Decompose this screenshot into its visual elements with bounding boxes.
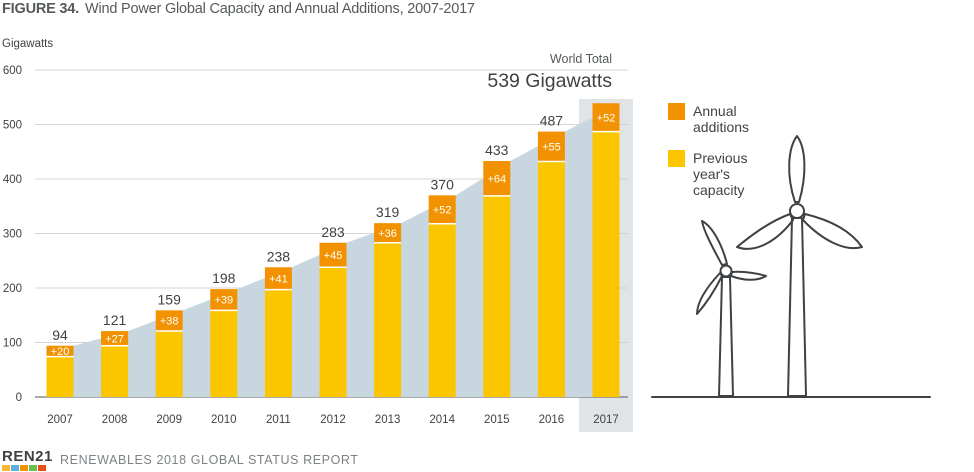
addition-label: +20: [51, 346, 70, 358]
addition-label: +55: [542, 142, 561, 154]
x-tick-label: 2013: [375, 414, 401, 426]
ren21-logo: REN21: [2, 448, 53, 465]
bar-previous-capacity: [483, 195, 511, 397]
bar-previous-capacity: [374, 242, 402, 397]
world-total-label: World Total: [550, 52, 612, 66]
x-tick-label: 2007: [47, 414, 73, 426]
bar-annual-addition: [483, 161, 511, 196]
y-tick-label: 400: [3, 174, 22, 186]
figure-number: FIGURE 34.: [2, 1, 79, 17]
y-tick-label: 500: [3, 120, 22, 132]
turbine-blade: [788, 135, 806, 203]
addition-label: +36: [378, 228, 397, 240]
y-tick-label: 200: [3, 283, 22, 295]
ren21-logo-icons: [2, 465, 46, 471]
turbine-hub: [789, 203, 805, 219]
legend-label: additions: [693, 119, 749, 135]
footer: REN21 RENEWABLES 2018 GLOBAL STATUS REPO…: [0, 448, 974, 472]
bar-previous-capacity: [592, 131, 620, 397]
addition-label: +39: [214, 295, 233, 307]
turbine-blade: [696, 272, 723, 315]
turbine-blade: [802, 213, 863, 250]
turbine-tower: [718, 276, 734, 397]
x-tick-label: 2011: [266, 414, 291, 426]
total-label: 487: [540, 113, 564, 129]
addition-label: +27: [105, 333, 124, 345]
bar-annual-addition: [428, 195, 456, 224]
legend-label: Previous: [693, 150, 747, 166]
bar-annual-addition: [592, 103, 620, 132]
addition-label: +41: [269, 273, 288, 285]
bar-previous-capacity: [537, 161, 565, 397]
legend-label: year's: [693, 166, 730, 182]
world-total-value: 539 Gigawatts: [487, 70, 612, 92]
turbine-blade: [730, 270, 767, 281]
total-label: 94: [52, 327, 68, 343]
total-label: 198: [212, 270, 236, 286]
addition-label: +38: [160, 316, 179, 328]
legend-label: Annual: [693, 103, 737, 119]
y-tick-label: 600: [3, 65, 22, 77]
total-label: 370: [431, 176, 455, 192]
chart: 0 100 200 300 400 500 600 Gigawatts +20 94 2007 +27…: [2, 38, 931, 432]
total-label: 319: [376, 204, 400, 220]
y-tick-label: 100: [3, 338, 22, 350]
bar-annual-addition: [319, 242, 347, 268]
x-tick-label: 2008: [102, 414, 128, 426]
x-tick-label: 2017: [593, 414, 619, 426]
figure-title-text: Wind Power Global Capacity and Annual Ad…: [84, 1, 475, 17]
x-tick-label: 2014: [429, 414, 455, 426]
turbine-hub: [719, 264, 733, 278]
bar-annual-addition: [155, 310, 183, 332]
bar-annual-addition: [264, 267, 292, 290]
legend-label: capacity: [693, 182, 744, 198]
bar-previous-capacity: [264, 289, 292, 397]
bar-previous-capacity: [46, 356, 74, 397]
bar-annual-addition: [374, 223, 402, 243]
y-tick-label: 300: [3, 229, 22, 241]
bar-annual-addition: [101, 331, 129, 346]
x-tick-label: 2016: [539, 414, 565, 426]
addition-label: +52: [597, 112, 616, 124]
bar-annual-addition: [210, 289, 238, 311]
turbine-blade: [701, 220, 728, 266]
total-label: 283: [321, 224, 345, 240]
turbine-blade: [736, 213, 794, 250]
bar-previous-capacity: [319, 267, 347, 397]
legend-swatch: [668, 103, 685, 120]
x-tick-label: 2012: [320, 414, 346, 426]
report-name: RENEWABLES 2018 GLOBAL STATUS REPORT: [60, 453, 359, 467]
total-label: 159: [158, 291, 182, 307]
wind-turbine-icon: [651, 135, 931, 398]
turbine-tower: [787, 217, 807, 397]
addition-label: +52: [433, 205, 452, 217]
bar-previous-capacity: [101, 345, 129, 397]
x-tick-label: 2009: [156, 414, 182, 426]
total-label: 121: [103, 312, 127, 328]
x-tick-label: 2015: [484, 414, 510, 426]
total-label: 433: [485, 142, 509, 158]
y-axis-label: Gigawatts: [2, 38, 53, 50]
bar-previous-capacity: [428, 223, 456, 397]
bar-annual-addition: [46, 345, 74, 357]
addition-label: +45: [324, 250, 343, 262]
figure-title: FIGURE 34. Wind Power Global Capacity and…: [2, 1, 475, 17]
legend-swatch: [668, 150, 685, 167]
total-label: 238: [267, 248, 291, 264]
bar-annual-addition: [537, 131, 565, 162]
y-tick-label: 0: [16, 392, 22, 404]
bar-previous-capacity: [155, 331, 183, 397]
bar-previous-capacity: [210, 310, 238, 397]
addition-label: +64: [487, 173, 506, 185]
x-tick-label: 2010: [211, 414, 237, 426]
